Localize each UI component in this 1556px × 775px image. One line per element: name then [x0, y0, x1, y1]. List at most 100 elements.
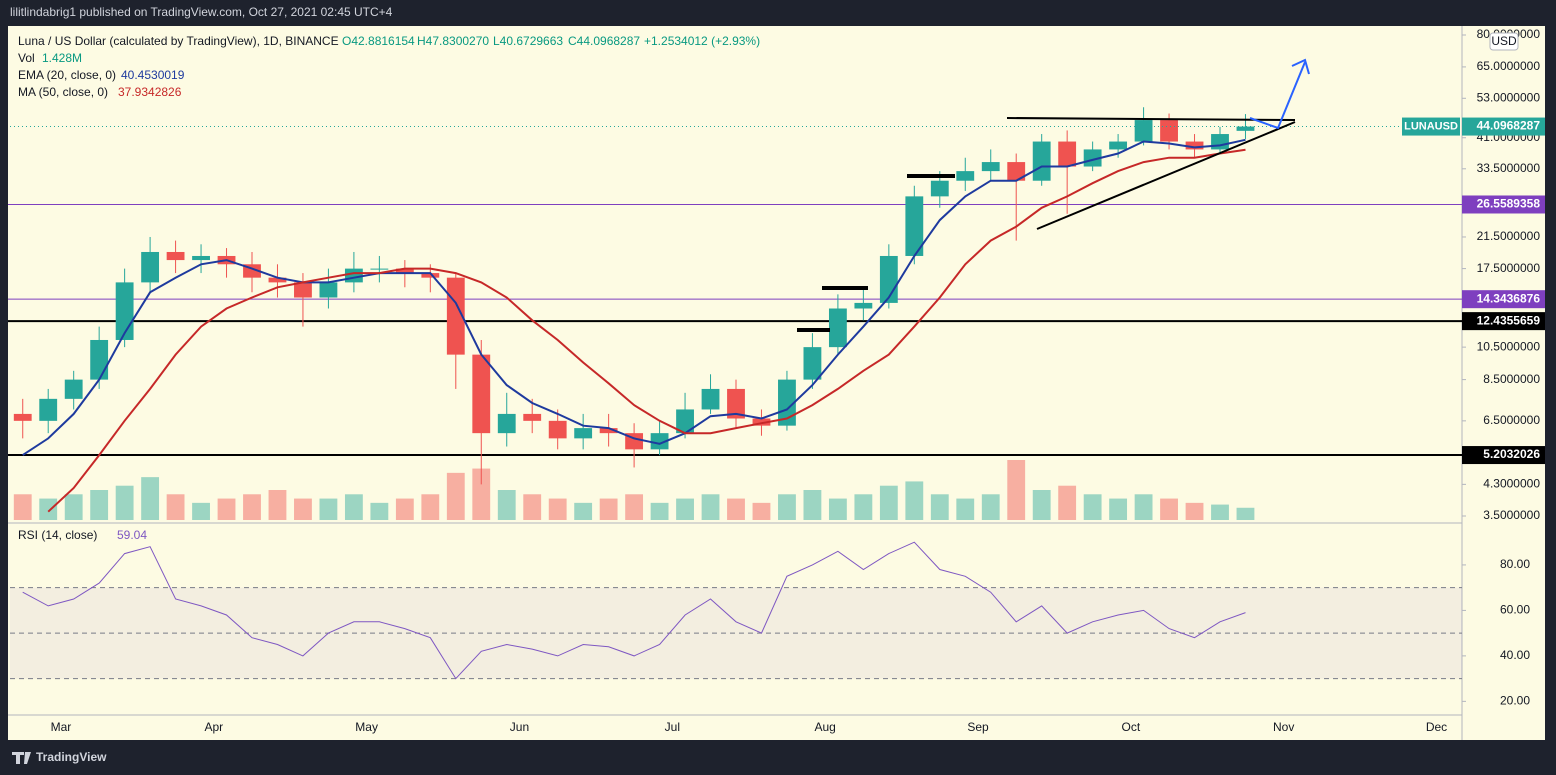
price-tag-label: 44.0968287 [1477, 119, 1541, 133]
level-tag-label: 12.4355659 [1477, 313, 1541, 327]
volume-bar [319, 498, 338, 520]
level-tag-label: 5.2032026 [1483, 447, 1540, 461]
volume-bar [650, 502, 669, 520]
y-tick-label: 53.0000000 [1477, 90, 1541, 104]
volume-bar [472, 468, 491, 520]
candle-body [1083, 149, 1102, 167]
drawings [797, 58, 1310, 332]
x-tick-label: Apr [204, 720, 223, 734]
level-tag [1462, 290, 1545, 309]
legend-value: 37.9342826 [118, 85, 182, 99]
candle-body [421, 273, 440, 278]
volume-bar [1236, 507, 1255, 520]
ohlc: H47.8300270 [417, 34, 489, 48]
level-tag [1462, 312, 1545, 331]
volume-bar [803, 490, 822, 520]
volume-bar [166, 494, 185, 520]
legend-value: 1.428M [42, 51, 82, 65]
candle-body [727, 388, 745, 419]
candle-body [1109, 141, 1128, 150]
volume-bar [879, 485, 898, 520]
candle-body [39, 398, 58, 421]
candle-body [523, 413, 542, 421]
volume-bar [1109, 498, 1128, 520]
candle-body [1160, 120, 1178, 142]
candle-body [395, 268, 414, 274]
candle-body [803, 347, 822, 380]
level-tag [1462, 446, 1545, 465]
candle-body [599, 428, 618, 434]
x-tick-label: Dec [1426, 720, 1447, 734]
candle-body [166, 251, 185, 261]
volume-bar [192, 502, 210, 520]
volume-bar [39, 498, 58, 520]
y-tick-label: 20.00 [1500, 694, 1530, 708]
candle-body [650, 433, 669, 450]
level-tag-label: 26.5589358 [1477, 197, 1541, 211]
candle-body [956, 171, 975, 181]
volume-bar [854, 494, 873, 520]
candle-body [90, 339, 109, 380]
volume-bar [370, 502, 389, 520]
y-tick-label: 10.5000000 [1477, 339, 1541, 353]
candle-body [1134, 120, 1153, 142]
volume-bar [930, 494, 949, 520]
candle-body [574, 428, 593, 439]
price-tag [1462, 117, 1545, 136]
level-tag-label: 14.3436876 [1477, 291, 1541, 305]
arrow-head [1291, 58, 1310, 75]
x-tick-label: Nov [1273, 720, 1294, 734]
volume-bar [421, 494, 440, 520]
x-tick-label: Oct [1122, 720, 1141, 734]
volume-bar [1007, 460, 1026, 520]
volume-bar [574, 502, 593, 520]
y-tick-label: 6.5000000 [1483, 413, 1540, 427]
volume-bar [141, 477, 160, 520]
trend-line [1036, 121, 1296, 230]
volume-bar [344, 494, 363, 520]
y-tick-label: 17.5000000 [1477, 261, 1541, 275]
volume-bar [1083, 494, 1102, 520]
y-tick-label: 60.00 [1500, 603, 1530, 617]
y-tick-label: 33.5000000 [1477, 161, 1541, 175]
candle-body [981, 162, 1000, 172]
volume-bar [548, 498, 567, 520]
symbol-tag-label: LUNAUSD [1404, 120, 1458, 132]
volume-bar [243, 494, 261, 520]
volume-bar [676, 498, 694, 520]
ma-line [47, 148, 1246, 513]
level-tag [1462, 195, 1545, 214]
candle-body [1007, 162, 1026, 181]
brand-logo [12, 752, 31, 764]
candle-body [344, 268, 363, 283]
y-tick-label: 80.00 [1500, 557, 1530, 571]
volume-bar [1211, 504, 1229, 520]
y-tick-label: 4.3000000 [1483, 477, 1540, 491]
currency-button[interactable] [1489, 32, 1519, 51]
volume-bar [981, 494, 1000, 520]
volume-bar [217, 498, 236, 520]
candle-body [778, 379, 796, 426]
volume-bar [1032, 490, 1051, 520]
candle-body [472, 354, 491, 434]
volume-bar [294, 498, 312, 520]
rsi-line [22, 541, 1246, 680]
volume-bar [599, 498, 618, 520]
chart-title: Luna / US Dollar (calculated by TradingV… [18, 34, 339, 48]
candle-body [1032, 141, 1051, 181]
resistance-line [1006, 117, 1296, 121]
x-tick-label: Jul [665, 720, 680, 734]
chart-bg [8, 26, 1545, 740]
volume-bar [13, 494, 32, 520]
legend-value: 40.4530019 [121, 68, 185, 82]
ohlc: +1.2534012 (+2.93%) [644, 34, 760, 48]
candle-body [1236, 126, 1255, 131]
candle-body [905, 196, 924, 256]
x-tick-label: May [355, 720, 378, 734]
x-tick-label: Jun [510, 720, 529, 734]
candle-body [141, 251, 160, 283]
candle-body [294, 282, 312, 298]
candle-body [192, 255, 210, 261]
volume-bar [625, 494, 644, 520]
